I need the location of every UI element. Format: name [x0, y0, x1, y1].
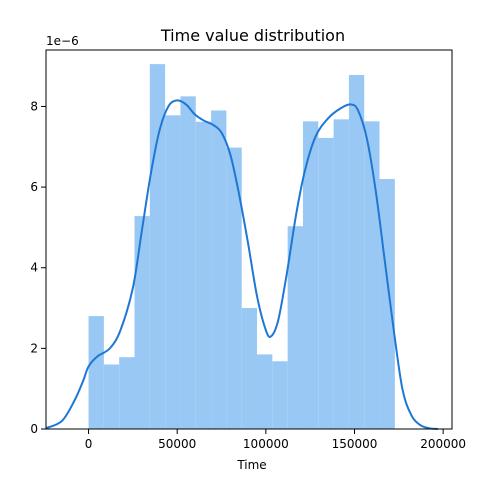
y-tick-label: 4 [30, 261, 38, 275]
histogram-bar [334, 119, 349, 429]
histogram-bars [89, 64, 395, 429]
histogram-bar [104, 364, 119, 429]
histogram-bar [349, 75, 364, 429]
histogram-bar [226, 148, 241, 429]
x-axis-label: Time [236, 458, 266, 472]
x-tick-label: 200000 [420, 437, 466, 451]
x-axis-ticks: 0 50000 100000 150000 200000 [85, 429, 466, 451]
histogram-bar [318, 138, 333, 429]
x-tick-label: 100000 [243, 437, 289, 451]
histogram-bar [242, 308, 257, 429]
chart-title: Time value distribution [160, 26, 345, 45]
histogram-bar [272, 361, 287, 429]
y-tick-label: 0 [30, 422, 38, 436]
histogram-bar [165, 115, 180, 429]
y-tick-label: 6 [30, 180, 38, 194]
y-tick-label: 8 [30, 99, 38, 113]
histogram-bar [211, 110, 226, 429]
x-tick-label: 50000 [158, 437, 196, 451]
histogram-bar [196, 122, 211, 429]
histogram-bar [134, 216, 149, 429]
histogram-bar [180, 96, 195, 429]
x-tick-label: 0 [85, 437, 93, 451]
histogram-bar [257, 354, 272, 429]
histogram-bar [380, 179, 395, 429]
histogram-bar [119, 357, 134, 429]
histogram-bar [89, 316, 104, 429]
y-tick-label: 2 [30, 341, 38, 355]
y-offset-label: 1e−6 [46, 34, 79, 48]
y-axis-ticks: 0 2 4 6 8 [30, 99, 46, 436]
x-tick-label: 150000 [332, 437, 378, 451]
